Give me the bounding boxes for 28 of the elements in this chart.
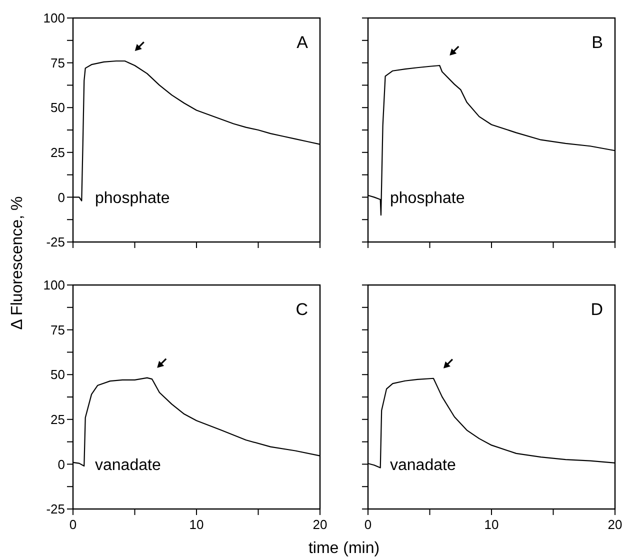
x-tick-label: 0 [69, 517, 77, 532]
annotation: vanadate [390, 457, 456, 474]
annotation: C [296, 300, 308, 319]
y-tick-label: 75 [50, 55, 65, 70]
y-tick-label: 50 [50, 100, 65, 116]
x-tick-label: 20 [312, 517, 328, 532]
annotation: phosphate [390, 190, 465, 208]
x-tick-label: 10 [484, 517, 499, 532]
annotation: B [592, 33, 603, 52]
y-tick-label: 100 [43, 10, 65, 26]
x-tick-label: 20 [608, 517, 622, 532]
y-tick-label: -25 [46, 234, 65, 250]
y-tick-label: 25 [50, 412, 65, 427]
x-axis-title: time (min) [308, 540, 380, 557]
x-tick-label: 10 [189, 517, 204, 532]
y-tick-label: 50 [50, 367, 65, 382]
annotation: A [296, 33, 309, 52]
x-tick-label: 0 [364, 517, 372, 532]
y-tick-label: 100 [43, 278, 65, 293]
y-tick-label: -25 [46, 502, 65, 517]
annotation: phosphate [95, 190, 170, 208]
annotation: D [590, 300, 603, 319]
y-tick-label: 75 [50, 322, 65, 338]
annotation: vanadate [95, 457, 161, 474]
y-axis-title: Δ Fluorescence, % [9, 196, 26, 330]
y-tick-label: 25 [50, 144, 65, 160]
y-tick-label: 0 [58, 456, 65, 472]
y-tick-label: 0 [58, 190, 65, 205]
